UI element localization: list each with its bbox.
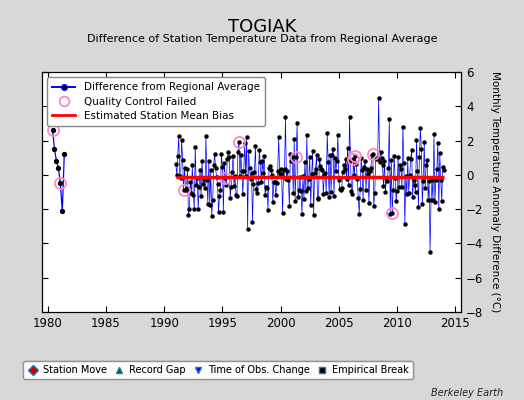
- Legend: Station Move, Record Gap, Time of Obs. Change, Empirical Break: Station Move, Record Gap, Time of Obs. C…: [23, 361, 413, 379]
- Text: TOGIAK: TOGIAK: [228, 18, 296, 36]
- Y-axis label: Monthly Temperature Anomaly Difference (°C): Monthly Temperature Anomaly Difference (…: [490, 71, 500, 313]
- Text: Berkeley Earth: Berkeley Earth: [431, 388, 503, 398]
- Text: Difference of Station Temperature Data from Regional Average: Difference of Station Temperature Data f…: [87, 34, 437, 44]
